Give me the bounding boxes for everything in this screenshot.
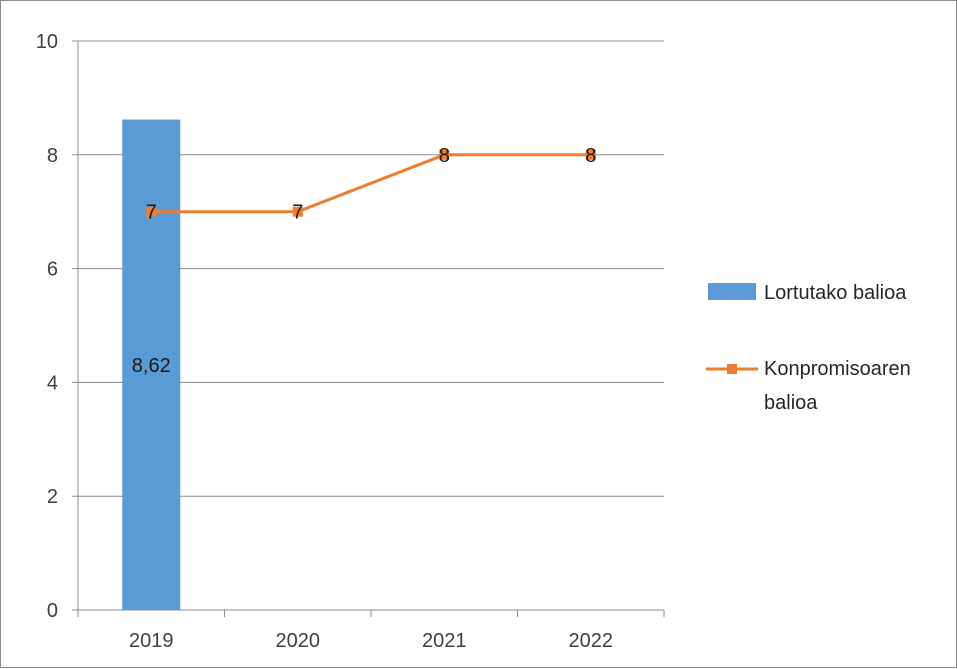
x-tick-label: 2019 [129, 630, 174, 652]
line-data-label: 7 [292, 202, 303, 224]
bar-series [122, 119, 181, 610]
y-tick-label: 0 [47, 600, 58, 622]
y-tick-label: 4 [47, 372, 58, 394]
x-tick-label: 2020 [276, 630, 321, 652]
data-labels: 8,62 7 7 8 8 [132, 145, 597, 377]
x-tick-label: 2021 [422, 630, 467, 652]
y-tick-label: 8 [47, 145, 58, 167]
line-marker [439, 149, 450, 160]
line-marker [292, 206, 303, 217]
legend-bar-swatch [708, 283, 756, 300]
bar [122, 119, 181, 610]
axes: 0 2 4 6 8 10 2019 2020 2021 2022 [36, 31, 665, 652]
line-data-label: 7 [146, 202, 157, 224]
y-tick-label: 10 [36, 31, 58, 53]
line-data-label: 8 [439, 145, 450, 167]
legend: Lortutako balioa Konpromisoaren balioa [706, 282, 911, 414]
line-series [146, 149, 596, 217]
x-tick-label: 2022 [569, 630, 614, 652]
bar-data-label: 8,62 [132, 355, 171, 377]
line-marker [146, 206, 157, 217]
legend-bar-label: Lortutako balioa [764, 282, 907, 304]
legend-line-label-2: balioa [764, 392, 818, 414]
y-tick-label: 6 [47, 259, 58, 281]
legend-line-marker [727, 364, 737, 374]
line-marker [585, 149, 596, 160]
series-line [151, 153, 591, 214]
y-tick-label: 2 [47, 486, 58, 508]
legend-line-label-1: Konpromisoaren [764, 358, 911, 380]
line-data-label: 8 [585, 145, 596, 167]
